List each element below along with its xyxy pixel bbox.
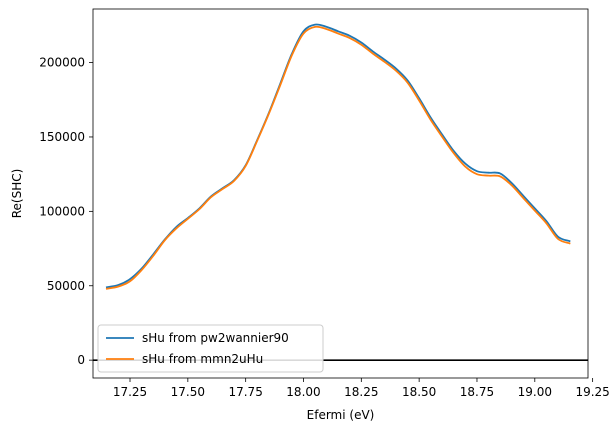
x-tick-label: 18.50 — [402, 385, 436, 399]
y-tick-label: 150000 — [39, 130, 85, 144]
x-axis-label: Efermi (eV) — [307, 408, 375, 422]
x-axis: 17.25 17.50 17.75 18.00 18.25 18.50 18.75 19.00… — [113, 378, 610, 399]
plot-frame — [92, 8, 589, 379]
y-axis-label: Re(SHC) — [10, 169, 24, 219]
legend-box — [97, 324, 324, 373]
legend-entry-1: sHu from pw2wannier90 — [142, 331, 289, 345]
legend: sHu from pw2wannier90 sHu from mmn2uHu — [97, 324, 324, 373]
y-tick-label: 100000 — [39, 204, 85, 218]
legend-entry-2: sHu from mmn2uHu — [142, 352, 263, 366]
series-layer — [105, 23, 571, 290]
y-axis: 0 50000 100000 150000 200000 — [39, 56, 93, 367]
y-tick-label: 200000 — [39, 56, 85, 70]
series-line-2 — [105, 25, 571, 290]
x-tick-label: 17.25 — [113, 385, 147, 399]
x-tick-label: 18.00 — [286, 385, 320, 399]
x-tick-label: 17.75 — [228, 385, 262, 399]
x-tick-label: 18.25 — [344, 385, 378, 399]
x-tick-label: 19.00 — [518, 385, 552, 399]
x-tick-label: 18.75 — [460, 385, 494, 399]
y-tick-label: 0 — [77, 353, 85, 367]
y-tick-label: 50000 — [47, 279, 85, 293]
x-tick-label: 17.50 — [171, 385, 205, 399]
x-tick-label: 19.25 — [575, 385, 609, 399]
